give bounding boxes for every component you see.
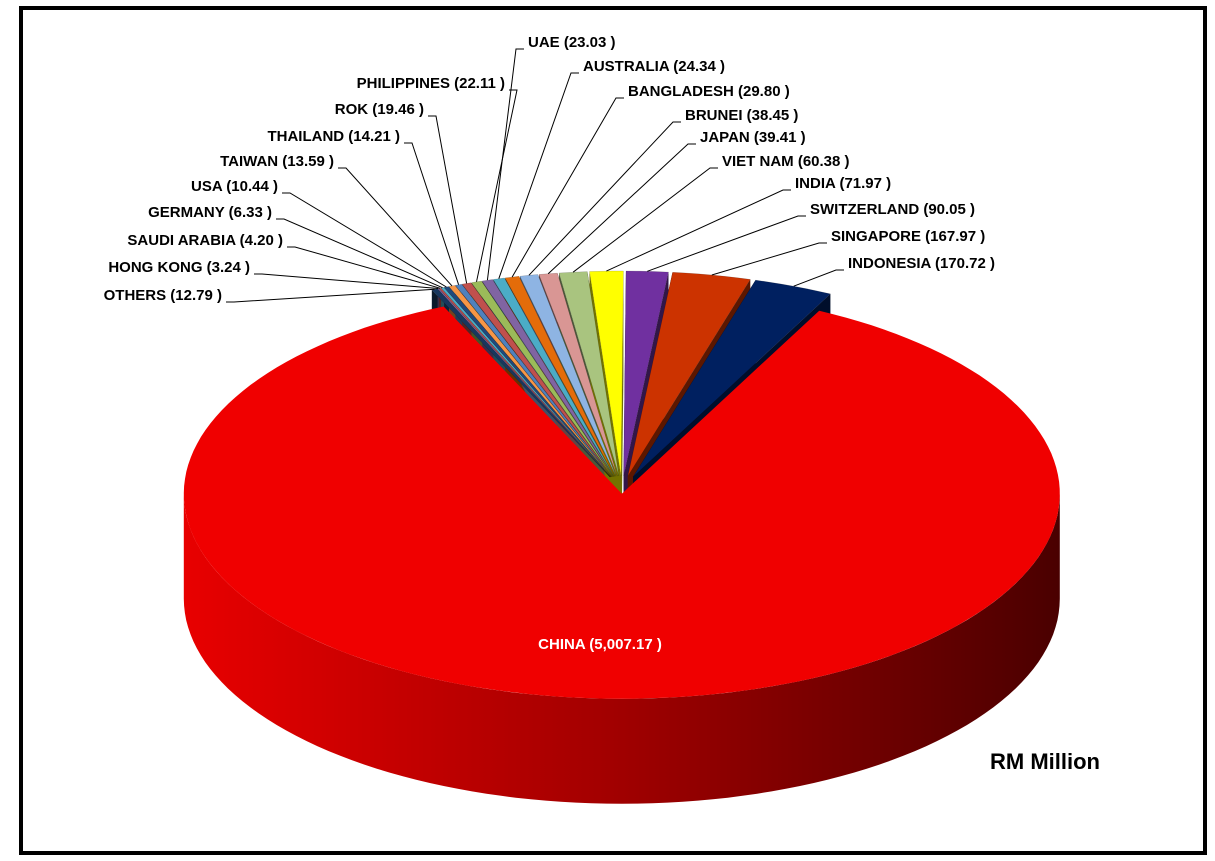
data-label: VIET NAM (60.38 ) bbox=[722, 153, 850, 170]
data-label: HONG KONG (3.24 ) bbox=[108, 259, 250, 276]
leader-line bbox=[254, 273, 439, 289]
data-label: BRUNEI (38.45 ) bbox=[685, 107, 798, 124]
leader-line bbox=[793, 269, 844, 287]
data-label: ROK (19.46 ) bbox=[335, 101, 424, 118]
leader-line bbox=[338, 167, 453, 287]
data-label: SWITZERLAND (90.05 ) bbox=[810, 201, 975, 218]
leader-line bbox=[547, 143, 696, 275]
leader-line bbox=[428, 115, 468, 284]
slice-tops bbox=[183, 270, 1060, 804]
data-label: CHINA (5,007.17 ) bbox=[538, 636, 662, 653]
data-label: GERMANY (6.33 ) bbox=[148, 204, 272, 221]
leader-line bbox=[226, 288, 435, 303]
leader-line bbox=[606, 189, 791, 272]
leader-line bbox=[528, 121, 681, 276]
data-label: OTHERS (12.79 ) bbox=[104, 287, 222, 304]
leader-line bbox=[711, 242, 827, 276]
data-label: TAIWAN (13.59 ) bbox=[220, 153, 334, 170]
data-label: SAUDI ARABIA (4.20 ) bbox=[127, 232, 283, 249]
data-label: UAE (23.03 ) bbox=[528, 34, 616, 51]
data-label: INDIA (71.97 ) bbox=[795, 175, 891, 192]
leader-line bbox=[572, 167, 718, 273]
leader-line bbox=[404, 142, 460, 285]
data-label: THAILAND (14.21 ) bbox=[267, 128, 400, 145]
data-label: PHILIPPINES (22.11 ) bbox=[357, 75, 505, 92]
slice bbox=[183, 306, 1060, 699]
leader-line bbox=[287, 246, 441, 289]
leader-line bbox=[282, 192, 447, 288]
slice-side bbox=[183, 493, 1060, 804]
data-label: JAPAN (39.41 ) bbox=[700, 129, 806, 146]
leader-line bbox=[476, 89, 518, 282]
unit-label: RM Million bbox=[990, 749, 1100, 774]
leader-line bbox=[276, 218, 443, 289]
leader-line bbox=[647, 215, 806, 272]
data-label: USA (10.44 ) bbox=[191, 178, 278, 195]
leader-line bbox=[486, 48, 524, 281]
leader-line bbox=[498, 72, 579, 279]
slice bbox=[623, 270, 669, 477]
data-label: BANGLADESH (29.80 ) bbox=[628, 83, 790, 100]
labels: OTHERS (12.79 ) HONG KONG (3.24 ) SAUDI AR… bbox=[104, 34, 995, 653]
data-label: INDONESIA (170.72 ) bbox=[848, 255, 995, 272]
data-label: AUSTRALIA (24.34 ) bbox=[583, 58, 725, 75]
leader-line bbox=[511, 97, 624, 278]
data-label: SINGAPORE (167.97 ) bbox=[831, 228, 985, 245]
